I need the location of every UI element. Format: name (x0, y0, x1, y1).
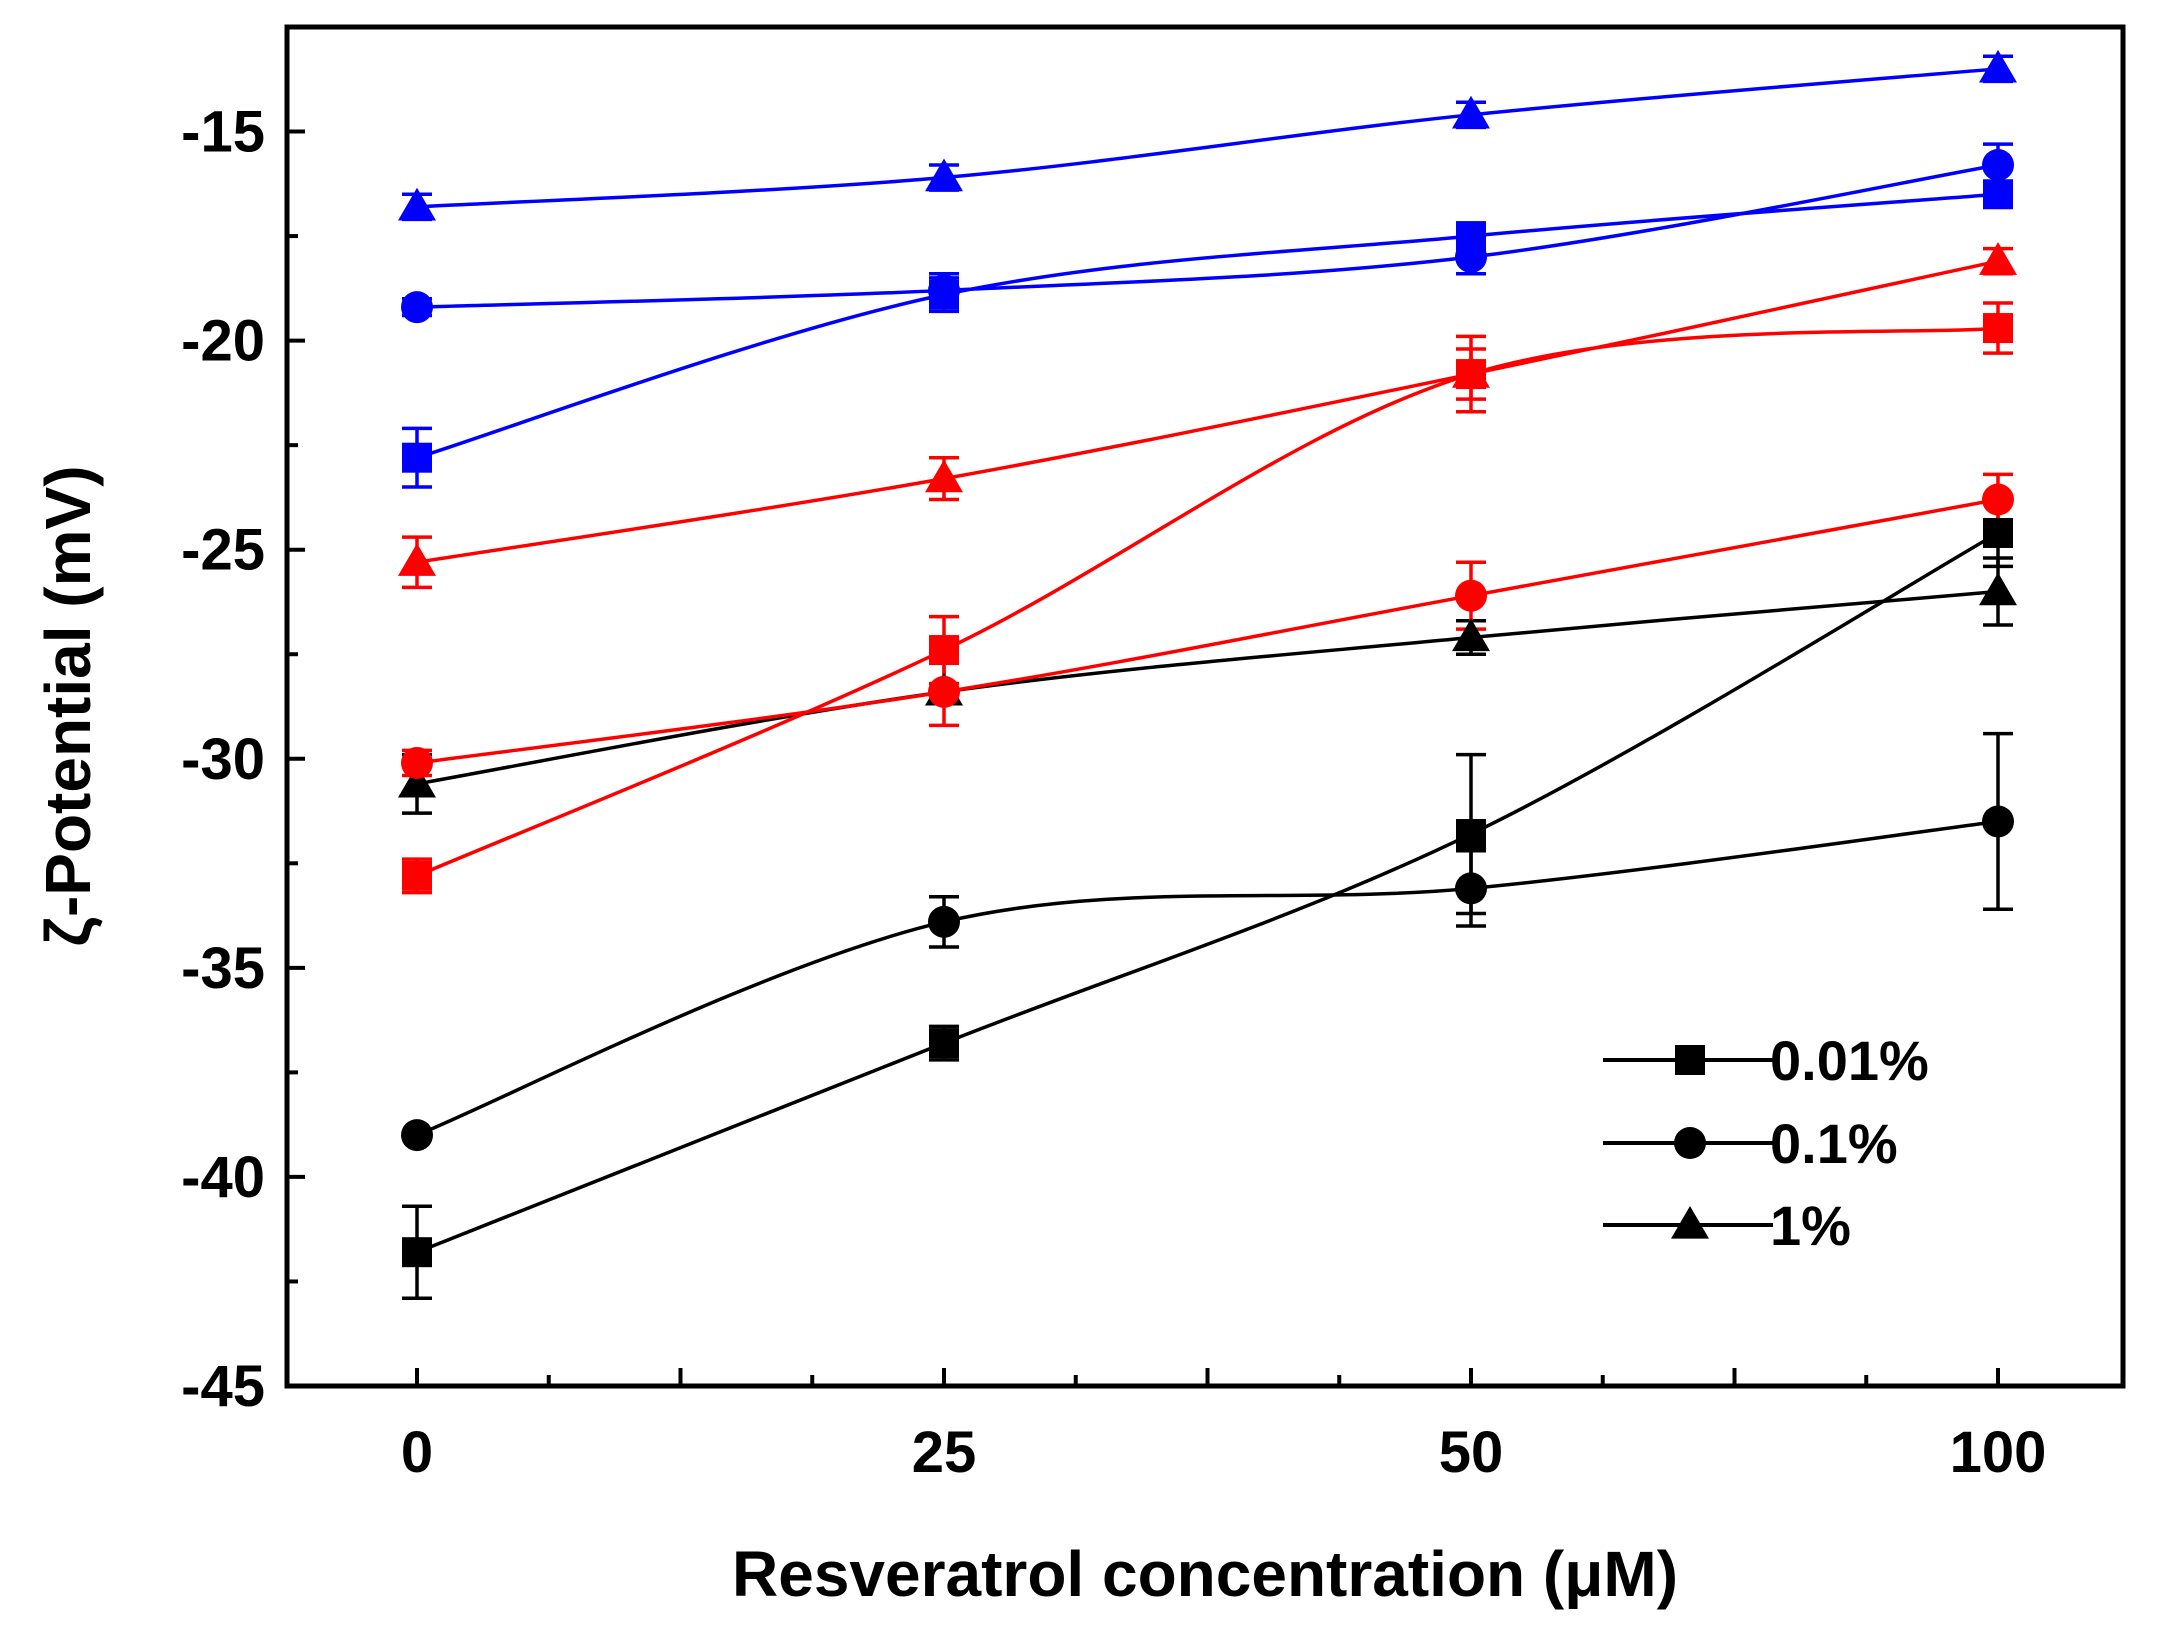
series-line-red-circle (416, 497, 1999, 765)
data-point-red-circle (401, 746, 433, 779)
data-point-red-triangle (925, 459, 963, 493)
data-point-blue-square (1983, 179, 2013, 210)
series-line-blue-circle (416, 163, 1999, 309)
series-line-blue-triangle (416, 67, 1999, 209)
series-line-black-circle (416, 819, 1999, 1137)
data-point-blue-square (402, 442, 432, 473)
data-point-black-triangle (398, 764, 436, 798)
data-point-black-circle (1982, 805, 2014, 838)
x-axis-ticks: 0 25 50 100 (401, 1368, 2047, 1485)
legend: 0.01% 0.1% 1% (1603, 1029, 1929, 1257)
data-point-red-circle (1455, 579, 1487, 612)
data-point-blue-circle (1982, 148, 2014, 181)
data-point-red-square (929, 635, 959, 666)
data-point-blue-triangle (1979, 49, 2017, 83)
legend-circle-marker (1674, 1127, 1706, 1159)
data-point-red-triangle (1452, 355, 1490, 388)
data-point-red-triangle (398, 543, 436, 576)
data-point-blue-triangle (398, 187, 436, 221)
data-point-black-square (402, 1237, 432, 1268)
y-tick-label: -45 (181, 1354, 265, 1419)
y-axis-title: ζ-Potential (mV) (32, 465, 104, 946)
data-point-black-triangle (1979, 572, 2017, 606)
data-point-blue-triangle (925, 158, 963, 192)
y-axis-ticks: -45 -40 -35 -30 -25 -20 -15 (181, 100, 305, 1419)
x-axis-title: Resveratrol concentration (μM) (732, 1538, 1678, 1610)
x-tick-label: 25 (912, 1420, 977, 1485)
data-point-blue-triangle (1452, 95, 1490, 129)
series-line-black-triangle (416, 589, 1999, 786)
x-tick-label: 100 (1950, 1420, 2047, 1485)
x-tick-label: 50 (1439, 1420, 1504, 1485)
legend-label: 0.1% (1770, 1112, 1898, 1175)
data-point-red-square (1983, 313, 2013, 344)
data-point-red-circle (928, 675, 960, 708)
data-point-red-square (402, 860, 432, 891)
data-point-red-triangle (1979, 242, 2017, 275)
plot-frame (284, 24, 2126, 1389)
data-point-black-circle (401, 1119, 433, 1152)
y-tick-label: -15 (181, 100, 265, 165)
data-point-black-square (1983, 517, 2013, 548)
series-line-red-triangle (416, 259, 1999, 564)
legend-item: 0.01% (1603, 1029, 1929, 1092)
data-point-black-square (929, 1028, 959, 1059)
legend-triangle-marker (1671, 1206, 1709, 1239)
legend-label: 0.01% (1770, 1029, 1929, 1092)
data-point-black-circle (1455, 872, 1487, 905)
data-point-black-circle (928, 905, 960, 938)
legend-item: 1% (1603, 1194, 1851, 1257)
data-markers (398, 49, 2017, 1268)
x-tick-label: 0 (401, 1420, 433, 1485)
series-line-red-square (416, 326, 1999, 878)
y-tick-label: -40 (181, 1145, 265, 1210)
data-point-black-square (1456, 819, 1486, 850)
legend-square-marker (1675, 1045, 1705, 1075)
y-tick-label: -30 (181, 727, 265, 792)
data-point-blue-circle (401, 291, 433, 324)
data-point-black-triangle (1452, 618, 1490, 652)
series-line-black-square (416, 531, 1999, 1254)
data-point-blue-circle (928, 274, 960, 307)
data-point-red-circle (1982, 483, 2014, 516)
y-tick-label: -35 (181, 936, 265, 1001)
y-tick-label: -20 (181, 309, 265, 374)
legend-label: 1% (1770, 1194, 1851, 1257)
data-point-blue-circle (1455, 240, 1487, 273)
series-line-blue-square (416, 192, 1999, 460)
legend-item: 0.1% (1603, 1112, 1898, 1175)
series-lines (416, 67, 1999, 1254)
y-tick-label: -25 (181, 518, 265, 583)
